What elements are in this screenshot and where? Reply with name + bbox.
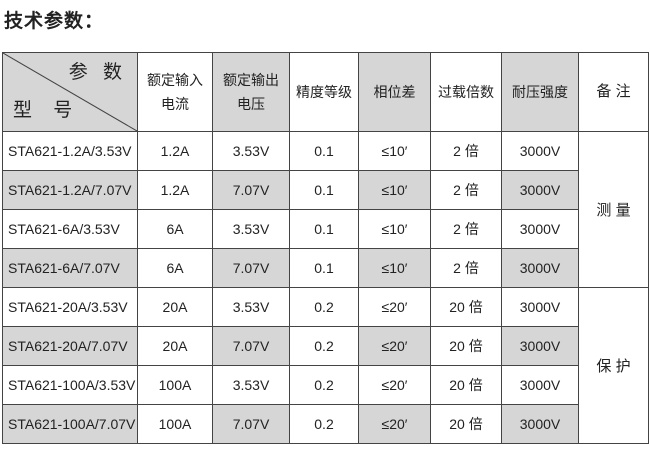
- overload-cell: 2 倍: [430, 209, 502, 249]
- header-accuracy: 精度等级: [289, 52, 359, 132]
- header-output-voltage: 额定输出 电压: [212, 52, 290, 132]
- output-voltage-cell: 3.53V: [212, 131, 290, 171]
- withstand-cell: 3000V: [501, 404, 579, 444]
- withstand-cell: 3000V: [501, 326, 579, 366]
- input-current-cell: 1.2A: [137, 170, 213, 210]
- overload-cell: 2 倍: [430, 248, 502, 288]
- model-cell: STA621-20A/7.07V: [2, 326, 138, 366]
- table-row: STA621-100A/3.53V 100A 3.53V 0.2 ≤20′ 20 倍 300…: [2, 365, 649, 405]
- table-row: STA621-20A/3.53V 20A 3.53V 0.2 ≤20′ 20 倍 3000V…: [2, 287, 649, 444]
- table-row: STA621-1.2A/7.07V 1.2A 7.07V 0.1 ≤10′ 2 倍 3000…: [2, 170, 649, 210]
- model-cell: STA621-100A/7.07V: [2, 404, 138, 444]
- withstand-cell: 3000V: [501, 170, 579, 210]
- model-cell: STA621-20A/3.53V: [2, 287, 138, 327]
- phase-cell: ≤20′: [358, 365, 431, 405]
- accuracy-cell: 0.2: [289, 287, 359, 327]
- input-current-cell: 20A: [137, 326, 213, 366]
- remarks-cell: 测 量: [578, 131, 649, 288]
- phase-cell: ≤10′: [358, 209, 431, 249]
- input-current-cell: 100A: [137, 404, 213, 444]
- header-model: 型 号: [13, 100, 81, 121]
- accuracy-cell: 0.1: [289, 209, 359, 249]
- accuracy-cell: 0.2: [289, 365, 359, 405]
- overload-cell: 2 倍: [430, 131, 502, 171]
- overload-cell: 20 倍: [430, 287, 502, 327]
- header-overload: 过载倍数: [430, 52, 502, 132]
- output-voltage-cell: 7.07V: [212, 248, 290, 288]
- output-voltage-cell: 7.07V: [212, 170, 290, 210]
- table-row: STA621-6A/7.07V 6A 7.07V 0.1 ≤10′ 2 倍 3000V: [2, 248, 649, 288]
- overload-cell: 20 倍: [430, 404, 502, 444]
- overload-cell: 20 倍: [430, 326, 502, 366]
- remarks-cell: 保 护: [578, 287, 649, 444]
- withstand-cell: 3000V: [501, 365, 579, 405]
- phase-cell: ≤10′: [358, 248, 431, 288]
- model-cell: STA621-6A/3.53V: [2, 209, 138, 249]
- accuracy-cell: 0.1: [289, 170, 359, 210]
- phase-cell: ≤10′: [358, 170, 431, 210]
- model-cell: STA621-6A/7.07V: [2, 248, 138, 288]
- table-row: STA621-1.2A/3.53V 1.2A 3.53V 0.1 ≤10′ 2 倍 3000…: [2, 131, 649, 288]
- header-diagonal-cell: 参 数 型 号: [2, 52, 138, 132]
- model-cell: STA621-100A/3.53V: [2, 365, 138, 405]
- output-voltage-cell: 7.07V: [212, 326, 290, 366]
- phase-cell: ≤20′: [358, 404, 431, 444]
- table-row: STA621-20A/7.07V 20A 7.07V 0.2 ≤20′ 20 倍 3000V: [2, 326, 649, 366]
- model-cell: STA621-1.2A/3.53V: [2, 131, 138, 171]
- withstand-cell: 3000V: [501, 287, 579, 327]
- phase-cell: ≤20′: [358, 287, 431, 327]
- output-voltage-cell: 3.53V: [212, 287, 290, 327]
- accuracy-cell: 0.2: [289, 326, 359, 366]
- header-input-current: 额定输入 电流: [137, 52, 213, 132]
- header-row: 参 数 型 号 额定输入 电流 额定输出 电压 精度等级 相位差 过载倍数 耐压强度…: [2, 52, 649, 132]
- header-param: 参 数: [68, 62, 127, 83]
- input-current-cell: 100A: [137, 365, 213, 405]
- header-withstand: 耐压强度: [501, 52, 579, 132]
- phase-cell: ≤20′: [358, 326, 431, 366]
- withstand-cell: 3000V: [501, 209, 579, 249]
- input-current-cell: 1.2A: [137, 131, 213, 171]
- phase-cell: ≤10′: [358, 131, 431, 171]
- spec-table: 参 数 型 号 额定输入 电流 额定输出 电压 精度等级 相位差 过载倍数 耐压强度…: [2, 52, 649, 444]
- overload-cell: 2 倍: [430, 170, 502, 210]
- overload-cell: 20 倍: [430, 365, 502, 405]
- model-cell: STA621-1.2A/7.07V: [2, 170, 138, 210]
- output-voltage-cell: 3.53V: [212, 365, 290, 405]
- section-title: 技术参数：: [4, 10, 105, 32]
- table-row: STA621-100A/7.07V 100A 7.07V 0.2 ≤20′ 20 倍 300…: [2, 404, 649, 444]
- withstand-cell: 3000V: [501, 131, 579, 171]
- input-current-cell: 6A: [137, 209, 213, 249]
- accuracy-cell: 0.2: [289, 404, 359, 444]
- header-remarks: 备 注: [578, 52, 649, 132]
- withstand-cell: 3000V: [501, 248, 579, 288]
- input-current-cell: 20A: [137, 287, 213, 327]
- input-current-cell: 6A: [137, 248, 213, 288]
- output-voltage-cell: 7.07V: [212, 404, 290, 444]
- output-voltage-cell: 3.53V: [212, 209, 290, 249]
- accuracy-cell: 0.1: [289, 131, 359, 171]
- accuracy-cell: 0.1: [289, 248, 359, 288]
- table-row: STA621-6A/3.53V 6A 3.53V 0.1 ≤10′ 2 倍 3000V: [2, 209, 649, 249]
- header-phase: 相位差: [358, 52, 431, 132]
